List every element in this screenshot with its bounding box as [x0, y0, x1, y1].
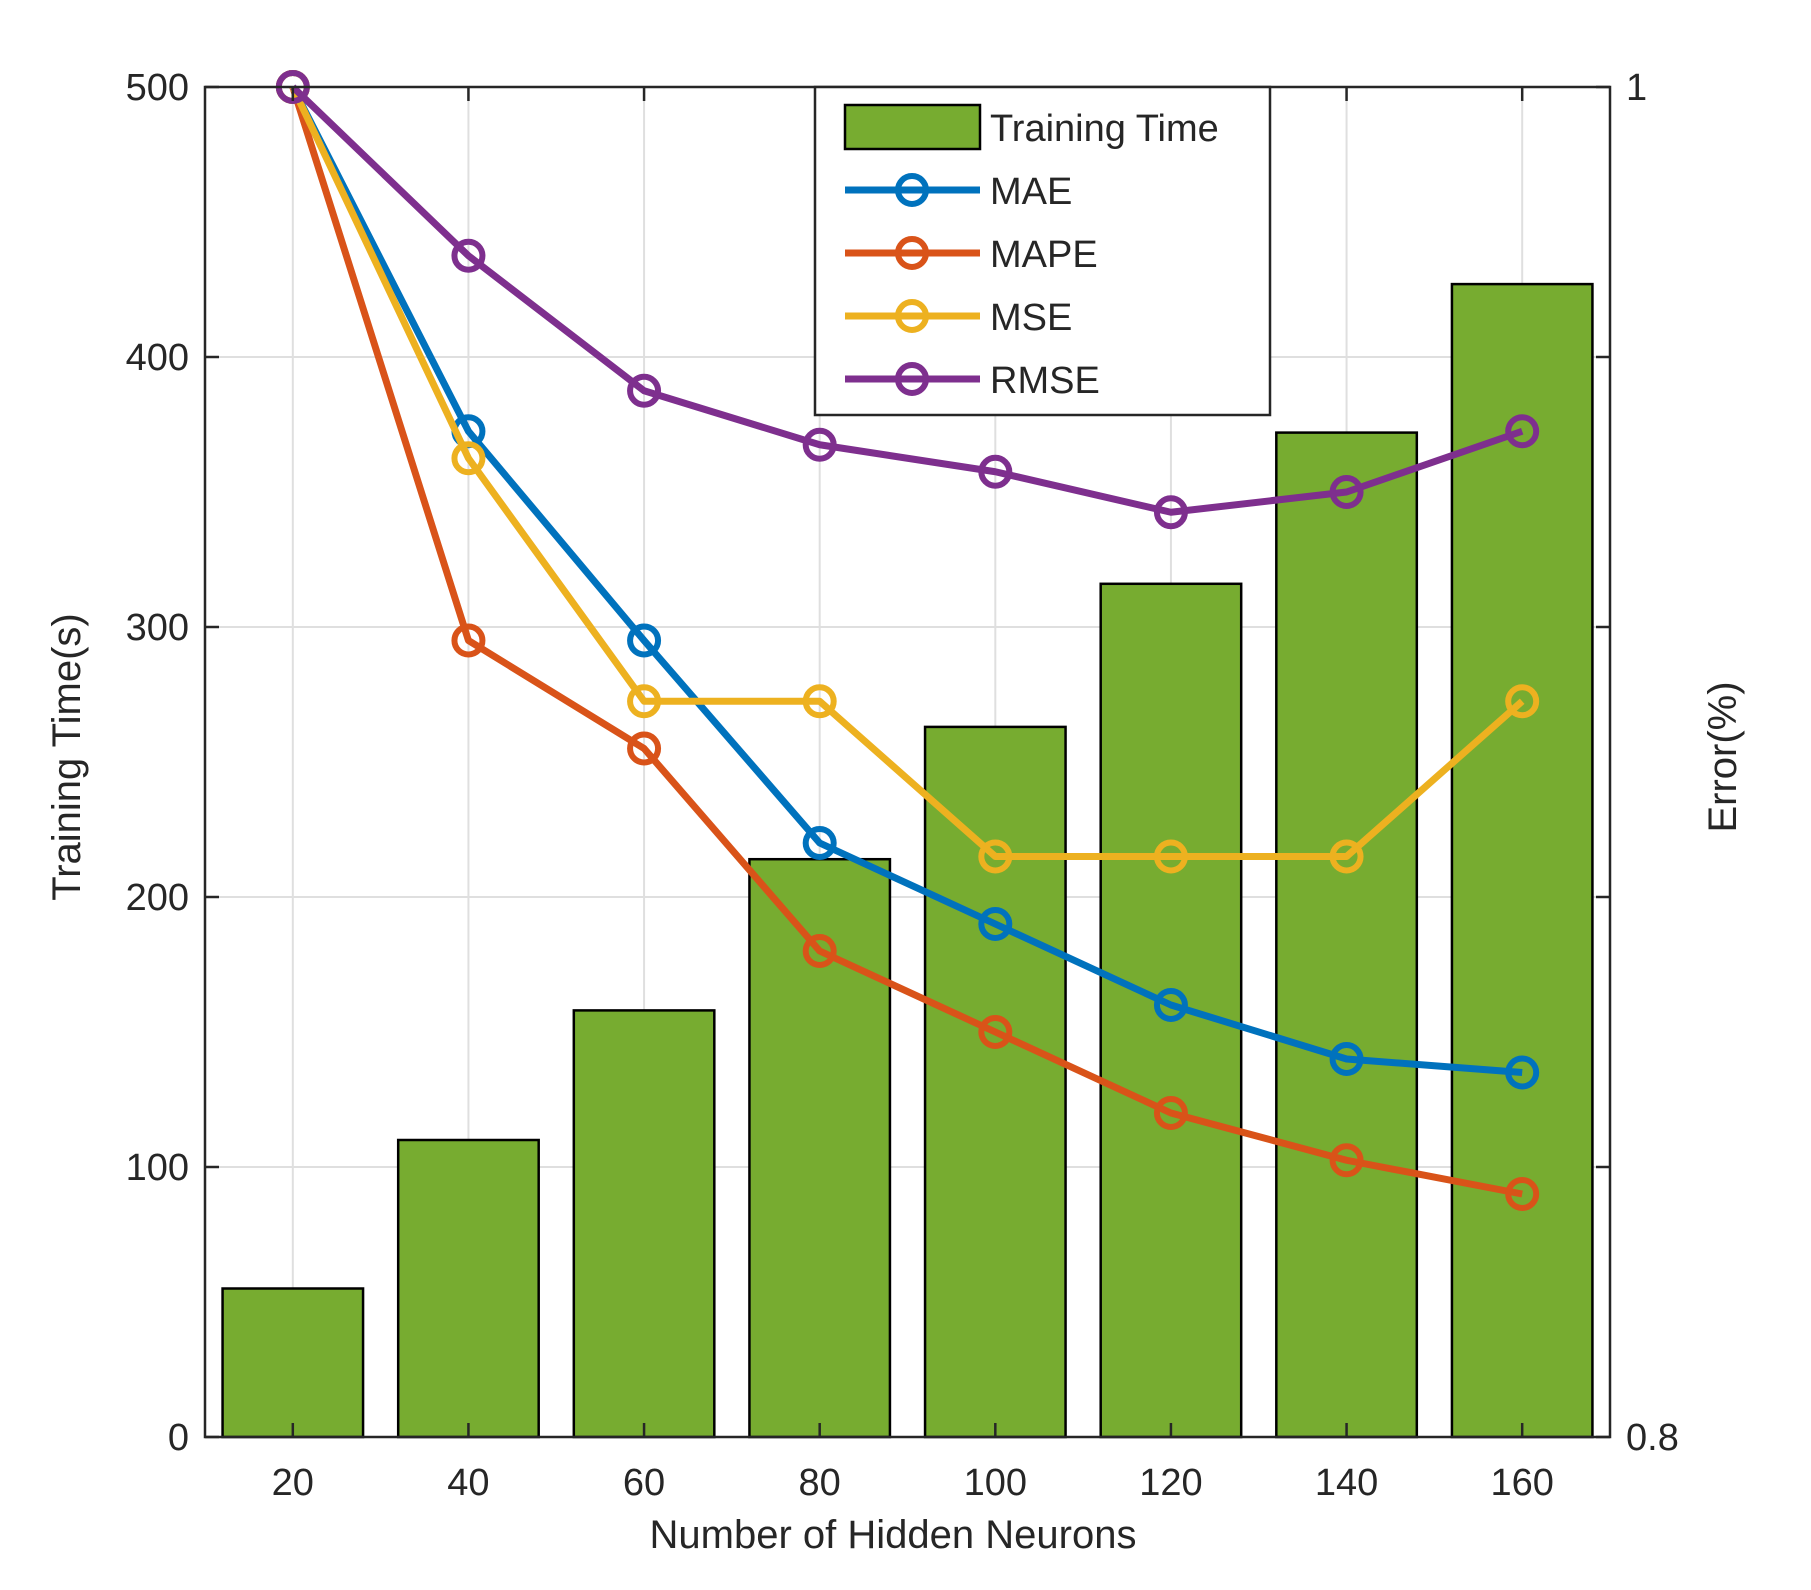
x-tick-label: 100 — [964, 1462, 1027, 1504]
x-axis-label: Number of Hidden Neurons — [650, 1513, 1137, 1557]
point-mse-80 — [802, 684, 837, 719]
legend-marker-mse — [895, 299, 929, 333]
point-rmse-140 — [1329, 475, 1364, 509]
bar-training-time-100 — [923, 725, 1067, 1439]
point-mse-160 — [1505, 684, 1540, 719]
bar-training-time-160 — [1450, 282, 1594, 1439]
point-mape-160 — [1505, 1177, 1540, 1211]
axis-labels: Number of Hidden Neurons Training Time(s… — [45, 613, 1745, 1557]
legend-label-training-time: Training Time — [990, 108, 1219, 150]
legend-label-mae: MAE — [990, 171, 1072, 213]
point-mae-160 — [1505, 1055, 1540, 1090]
y2-axis-label: Error(%) — [1701, 681, 1745, 832]
y-axis-label: Training Time(s) — [45, 613, 89, 900]
x-tick-label: 160 — [1490, 1462, 1553, 1504]
point-mse-120 — [1153, 839, 1188, 874]
series-line-mae — [289, 85, 1523, 1076]
point-mae-80 — [802, 826, 837, 860]
y-tick-label: 0 — [168, 1417, 189, 1459]
legend-marker-mape — [895, 236, 929, 270]
x-tick-label: 20 — [272, 1462, 314, 1504]
bar-training-time-60 — [572, 1009, 716, 1439]
point-rmse-160 — [1505, 414, 1540, 449]
bar-training-time-120 — [1099, 582, 1243, 1439]
bar-series — [221, 282, 1594, 1439]
x-tick-label: 140 — [1315, 1462, 1378, 1504]
point-mae-120 — [1153, 988, 1188, 1022]
y2-tick-label: 1 — [1626, 67, 1647, 109]
y-tick-label: 200 — [126, 877, 189, 919]
point-mape-60 — [627, 731, 662, 766]
series-line-mape — [289, 85, 1523, 1198]
point-rmse-40 — [451, 238, 486, 273]
point-mape-80 — [802, 934, 837, 968]
bar-training-time-20 — [221, 1287, 365, 1439]
point-rmse-60 — [627, 373, 662, 408]
legend-marker-mae — [895, 173, 929, 207]
y-tick-label: 500 — [126, 67, 189, 109]
point-mse-40 — [451, 441, 486, 476]
point-rmse-80 — [802, 427, 837, 462]
series-line-mse — [289, 85, 1525, 860]
x-tick-label: 60 — [623, 1462, 665, 1504]
point-rmse-100 — [978, 454, 1013, 489]
legend-label-mse: MSE — [990, 297, 1072, 339]
point-mae-140 — [1329, 1042, 1364, 1076]
legend-label-rmse: RMSE — [990, 360, 1100, 402]
legend-marker-rmse — [895, 362, 929, 396]
bar-training-time-40 — [396, 1138, 540, 1439]
point-mse-100 — [978, 839, 1013, 874]
point-mape-40 — [451, 623, 486, 658]
point-rmse-120 — [1153, 495, 1188, 530]
legend-label-mape: MAPE — [990, 234, 1098, 276]
point-mape-140 — [1329, 1143, 1364, 1178]
y2-tick-label: 0.8 — [1626, 1417, 1679, 1459]
point-mse-60 — [627, 684, 662, 719]
x-tick-label: 120 — [1139, 1462, 1202, 1504]
point-mae-60 — [627, 623, 662, 658]
bar-training-time-80 — [748, 857, 892, 1439]
y-tick-label: 300 — [126, 607, 189, 649]
legend: Training Time MAE MAPE MSE RMSE — [813, 85, 1272, 417]
bar-training-time-140 — [1275, 431, 1419, 1439]
x-tick-label: 80 — [799, 1462, 841, 1504]
point-mse-140 — [1329, 839, 1364, 874]
point-mape-100 — [978, 1015, 1013, 1049]
legend-swatch-training-time — [843, 103, 982, 151]
x-tick-label: 40 — [447, 1462, 489, 1504]
point-mape-120 — [1153, 1096, 1188, 1130]
y-tick-label: 100 — [126, 1147, 189, 1189]
series-line-rmse — [290, 84, 1524, 516]
point-mae-100 — [978, 907, 1013, 941]
y-tick-label: 400 — [126, 337, 189, 379]
line-series — [275, 70, 1540, 1211]
